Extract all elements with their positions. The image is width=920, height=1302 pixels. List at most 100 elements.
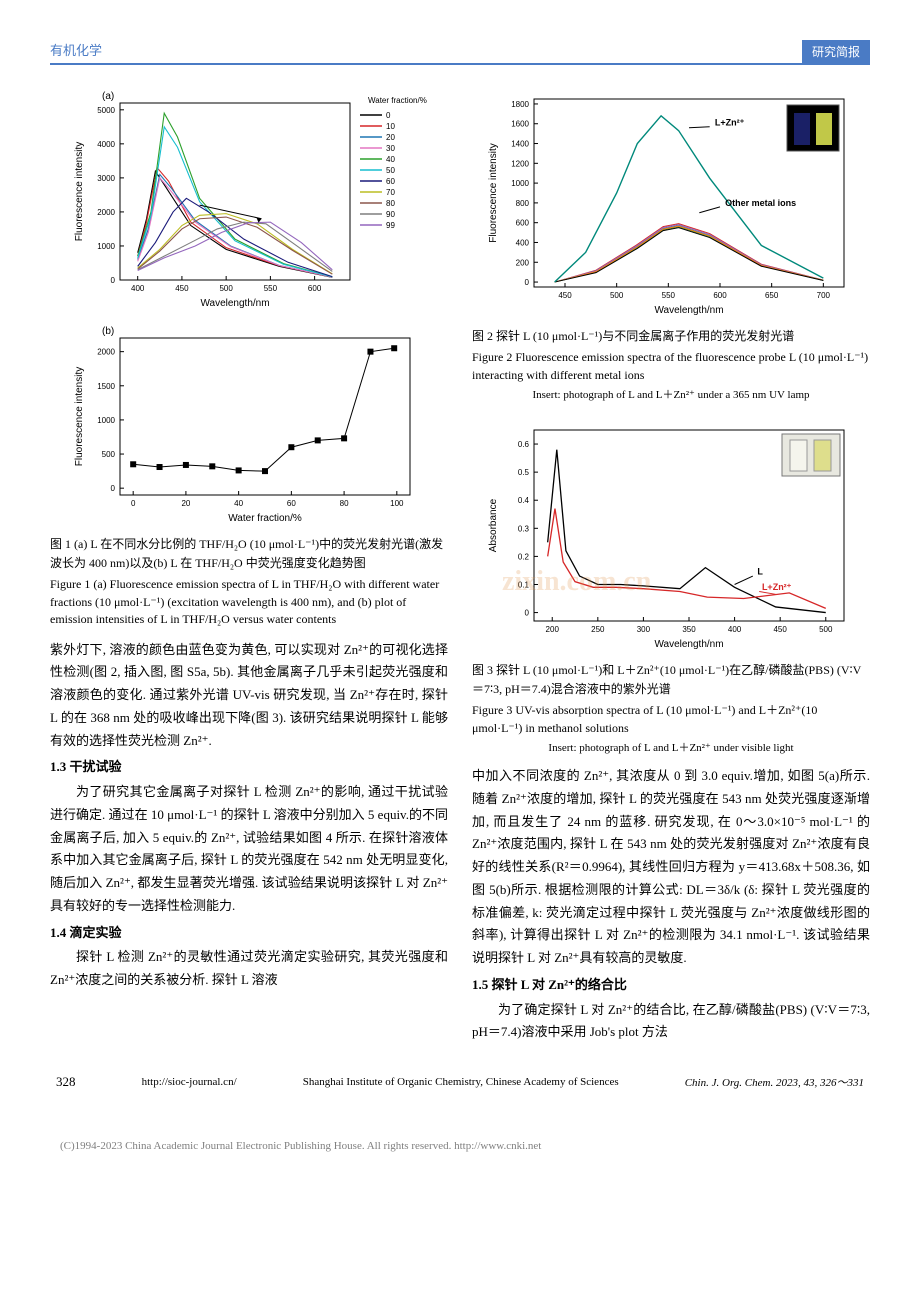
- svg-text:1000: 1000: [511, 179, 529, 188]
- fig3-caption-cn: 图 3 探针 L (10 μmol·L⁻¹)和 L＋Zn²⁺(10 μmol·L…: [472, 661, 870, 699]
- svg-text:0: 0: [525, 278, 530, 287]
- fig2-caption-en: Figure 2 Fluorescence emission spectra o…: [472, 349, 870, 384]
- svg-text:0: 0: [131, 499, 136, 508]
- svg-text:300: 300: [637, 625, 651, 634]
- svg-text:80: 80: [386, 199, 395, 208]
- svg-text:Fluorescence intensity: Fluorescence intensity: [74, 142, 85, 242]
- fig2-caption-cn: 图 2 探针 L (10 μmol·L⁻¹)与不同金属离子作用的荧光发射光谱: [472, 327, 870, 346]
- svg-text:550: 550: [264, 284, 278, 293]
- footer-url: http://sioc-journal.cn/: [142, 1076, 237, 1088]
- svg-text:20: 20: [386, 133, 395, 142]
- figure-3: 20025030035040045050000.10.20.30.40.50.6…: [472, 416, 870, 651]
- svg-text:Wavelength/nm: Wavelength/nm: [654, 305, 723, 316]
- svg-text:3000: 3000: [97, 174, 115, 183]
- chart-3-svg: 20025030035040045050000.10.20.30.40.50.6…: [472, 416, 870, 651]
- svg-text:Other metal ions: Other metal ions: [725, 198, 796, 208]
- svg-text:60: 60: [386, 177, 395, 186]
- svg-text:0.3: 0.3: [518, 524, 530, 533]
- fig1-caption-en: Figure 1 (a) Fluorescence emission spect…: [50, 576, 448, 628]
- svg-text:250: 250: [591, 625, 605, 634]
- left-para-2: 为了研究其它金属离子对探针 L 检测 Zn²⁺的影响, 通过干扰试验进行确定. …: [50, 781, 448, 918]
- svg-text:0: 0: [386, 111, 391, 120]
- svg-text:Absorbance: Absorbance: [488, 498, 499, 552]
- svg-text:0.2: 0.2: [518, 552, 530, 561]
- svg-text:500: 500: [102, 450, 116, 459]
- svg-text:1000: 1000: [97, 416, 115, 425]
- fig2-insert: Insert: photograph of L and L＋Zn²⁺ under…: [472, 386, 870, 402]
- svg-text:L+Zn²⁺: L+Zn²⁺: [762, 582, 792, 592]
- svg-text:(a): (a): [102, 91, 114, 102]
- fig3-insert: Insert: photograph of L and L＋Zn²⁺ under…: [472, 739, 870, 755]
- figure-1b: (b)0204060801000500100015002000Water fra…: [50, 320, 448, 525]
- svg-text:99: 99: [386, 221, 395, 230]
- left-para-1: 紫外灯下, 溶液的颜色由蓝色变为黄色, 可以实现对 Zn²⁺的可视化选择性检测(…: [50, 639, 448, 753]
- svg-text:200: 200: [546, 625, 560, 634]
- left-para-3: 探针 L 检测 Zn²⁺的灵敏性通过荧光滴定实验研究, 其荧光强度和 Zn²⁺浓…: [50, 946, 448, 992]
- figure-1a: (a)400450500550600010002000300040005000W…: [50, 85, 448, 310]
- svg-text:(b): (b): [102, 326, 114, 337]
- svg-text:0.6: 0.6: [518, 440, 530, 449]
- svg-text:Fluorescence intensity: Fluorescence intensity: [488, 143, 499, 243]
- svg-text:60: 60: [287, 499, 296, 508]
- svg-text:40: 40: [234, 499, 243, 508]
- article-type: 研究简报: [802, 40, 870, 63]
- right-para-2: 为了确定探针 L 对 Zn²⁺的结合比, 在乙醇/磷酸盐(PBS) (V∶V＝7…: [472, 999, 870, 1045]
- svg-text:0.4: 0.4: [518, 496, 530, 505]
- figure-2: 4505005506006507000200400600800100012001…: [472, 85, 870, 317]
- svg-text:0.1: 0.1: [518, 580, 530, 589]
- svg-text:L+Zn²⁺: L+Zn²⁺: [715, 118, 745, 128]
- svg-text:1800: 1800: [511, 100, 529, 109]
- svg-text:70: 70: [386, 188, 395, 197]
- cnki-footer: (C)1994-2023 China Academic Journal Elec…: [0, 1120, 920, 1172]
- footer-center: Shanghai Institute of Organic Chemistry,…: [303, 1076, 619, 1088]
- svg-text:Wavelength/nm: Wavelength/nm: [200, 298, 269, 309]
- svg-text:200: 200: [516, 258, 530, 267]
- right-para-1: 中加入不同浓度的 Zn²⁺, 其浓度从 0 到 3.0 equiv.增加, 如图…: [472, 765, 870, 970]
- footer-right: Chin. J. Org. Chem. 2023, 43, 326～331: [685, 1074, 864, 1090]
- svg-text:1600: 1600: [511, 120, 529, 129]
- page-number: 328: [56, 1074, 76, 1090]
- svg-text:500: 500: [219, 284, 233, 293]
- svg-text:2000: 2000: [97, 208, 115, 217]
- svg-text:0: 0: [111, 484, 116, 493]
- section-1-3: 1.3 干扰试验: [50, 756, 448, 779]
- svg-text:0: 0: [525, 609, 530, 618]
- svg-text:80: 80: [340, 499, 349, 508]
- svg-text:30: 30: [386, 144, 395, 153]
- svg-text:20: 20: [181, 499, 190, 508]
- svg-text:650: 650: [765, 291, 779, 300]
- svg-text:350: 350: [682, 625, 696, 634]
- svg-text:Water fraction/%: Water fraction/%: [228, 513, 302, 524]
- fig1-caption-cn: 图 1 (a) L 在不同水分比例的 THF/H₂O (10 μmol·L⁻¹)…: [50, 535, 448, 573]
- header-bar: 有机化学 研究简报: [50, 40, 870, 65]
- fig3-caption-en: Figure 3 UV-vis absorption spectra of L …: [472, 702, 870, 737]
- svg-text:5000: 5000: [97, 106, 115, 115]
- svg-text:400: 400: [728, 625, 742, 634]
- chart-2-svg: 4505005506006507000200400600800100012001…: [472, 85, 870, 317]
- svg-text:600: 600: [516, 219, 530, 228]
- svg-text:400: 400: [131, 284, 145, 293]
- svg-text:L: L: [757, 567, 763, 577]
- svg-text:600: 600: [713, 291, 727, 300]
- chart-1a-svg: (a)400450500550600010002000300040005000W…: [50, 85, 448, 310]
- svg-text:1400: 1400: [511, 140, 529, 149]
- svg-text:450: 450: [558, 291, 572, 300]
- svg-text:600: 600: [308, 284, 322, 293]
- journal-name: 有机化学: [50, 40, 102, 63]
- section-1-4: 1.4 滴定实验: [50, 922, 448, 945]
- svg-text:1500: 1500: [97, 382, 115, 391]
- svg-text:800: 800: [516, 199, 530, 208]
- svg-text:1200: 1200: [511, 159, 529, 168]
- svg-text:700: 700: [817, 291, 831, 300]
- svg-text:90: 90: [386, 210, 395, 219]
- svg-text:0.5: 0.5: [518, 468, 530, 477]
- svg-text:550: 550: [662, 291, 676, 300]
- svg-text:500: 500: [610, 291, 624, 300]
- section-1-5: 1.5 探针 L 对 Zn²⁺的络合比: [472, 974, 870, 997]
- svg-text:100: 100: [390, 499, 404, 508]
- chart-1b-svg: (b)0204060801000500100015002000Water fra…: [50, 320, 448, 525]
- svg-text:500: 500: [819, 625, 833, 634]
- svg-text:450: 450: [175, 284, 189, 293]
- svg-text:Fluorescence intensity: Fluorescence intensity: [74, 367, 85, 467]
- svg-text:Water fraction/%: Water fraction/%: [368, 96, 427, 105]
